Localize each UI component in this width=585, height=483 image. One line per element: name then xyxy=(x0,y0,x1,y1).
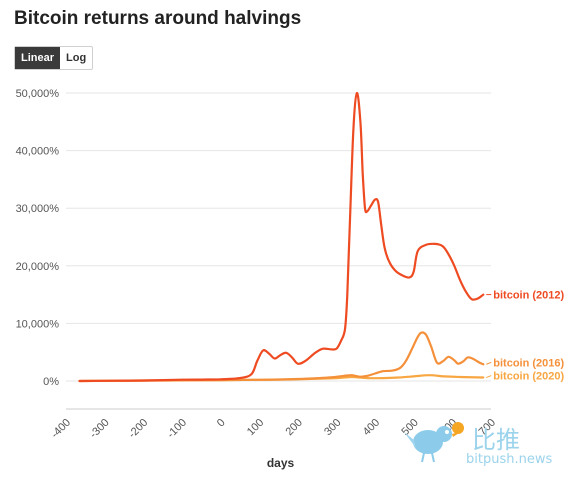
bitpush-watermark: 比推 bitpush.news xyxy=(404,418,574,478)
y-tick-label: 20,000% xyxy=(16,261,60,273)
series-label: bitcoin (2012) xyxy=(493,290,564,302)
grid-lines xyxy=(66,92,491,382)
series-line-2016 xyxy=(78,331,485,383)
y-tick-label: 40,000% xyxy=(16,146,60,158)
series-label-connector xyxy=(486,375,492,379)
chart-title: Bitcoin returns around halvings xyxy=(14,8,302,29)
watermark-domain-text: bitpush.news xyxy=(466,452,553,467)
y-tick-label: 30,000% xyxy=(16,203,60,215)
x-tick-label: 0 xyxy=(215,417,228,430)
x-tick-label: 400 xyxy=(361,417,382,438)
series-layer xyxy=(78,91,485,383)
x-tick-label: -400 xyxy=(49,417,73,441)
y-axis: 0% 10,000% 20,000% 30,000% 40,000% 50,000% xyxy=(16,88,60,388)
x-tick-label: -300 xyxy=(88,417,112,441)
x-tick-label: 200 xyxy=(283,417,304,438)
x-axis-title: days xyxy=(267,456,295,470)
series-labels: bitcoin (2020) bitcoin (2016) bitcoin (201… xyxy=(486,290,565,383)
series-line-2012 xyxy=(78,91,485,383)
watermark-chinese-text: 比推 xyxy=(472,426,520,454)
y-tick-label: 10,000% xyxy=(16,318,60,330)
series-label-connector xyxy=(486,361,492,365)
series-label: bitcoin (2016) xyxy=(493,357,564,369)
log-scale-button[interactable]: Log xyxy=(66,52,87,64)
x-tick-label: 300 xyxy=(322,417,343,438)
x-tick-label: -100 xyxy=(165,417,189,441)
linear-scale-button[interactable]: Linear xyxy=(15,47,61,69)
y-tick-label: 0% xyxy=(43,376,59,388)
series-label: bitcoin (2020) xyxy=(493,371,564,383)
x-tick-label: 100 xyxy=(245,417,266,438)
scale-toggle: Linear Log xyxy=(14,46,94,70)
y-tick-label: 50,000% xyxy=(16,88,60,100)
bird-logo-icon xyxy=(404,422,464,463)
x-tick-label: -200 xyxy=(126,417,150,441)
